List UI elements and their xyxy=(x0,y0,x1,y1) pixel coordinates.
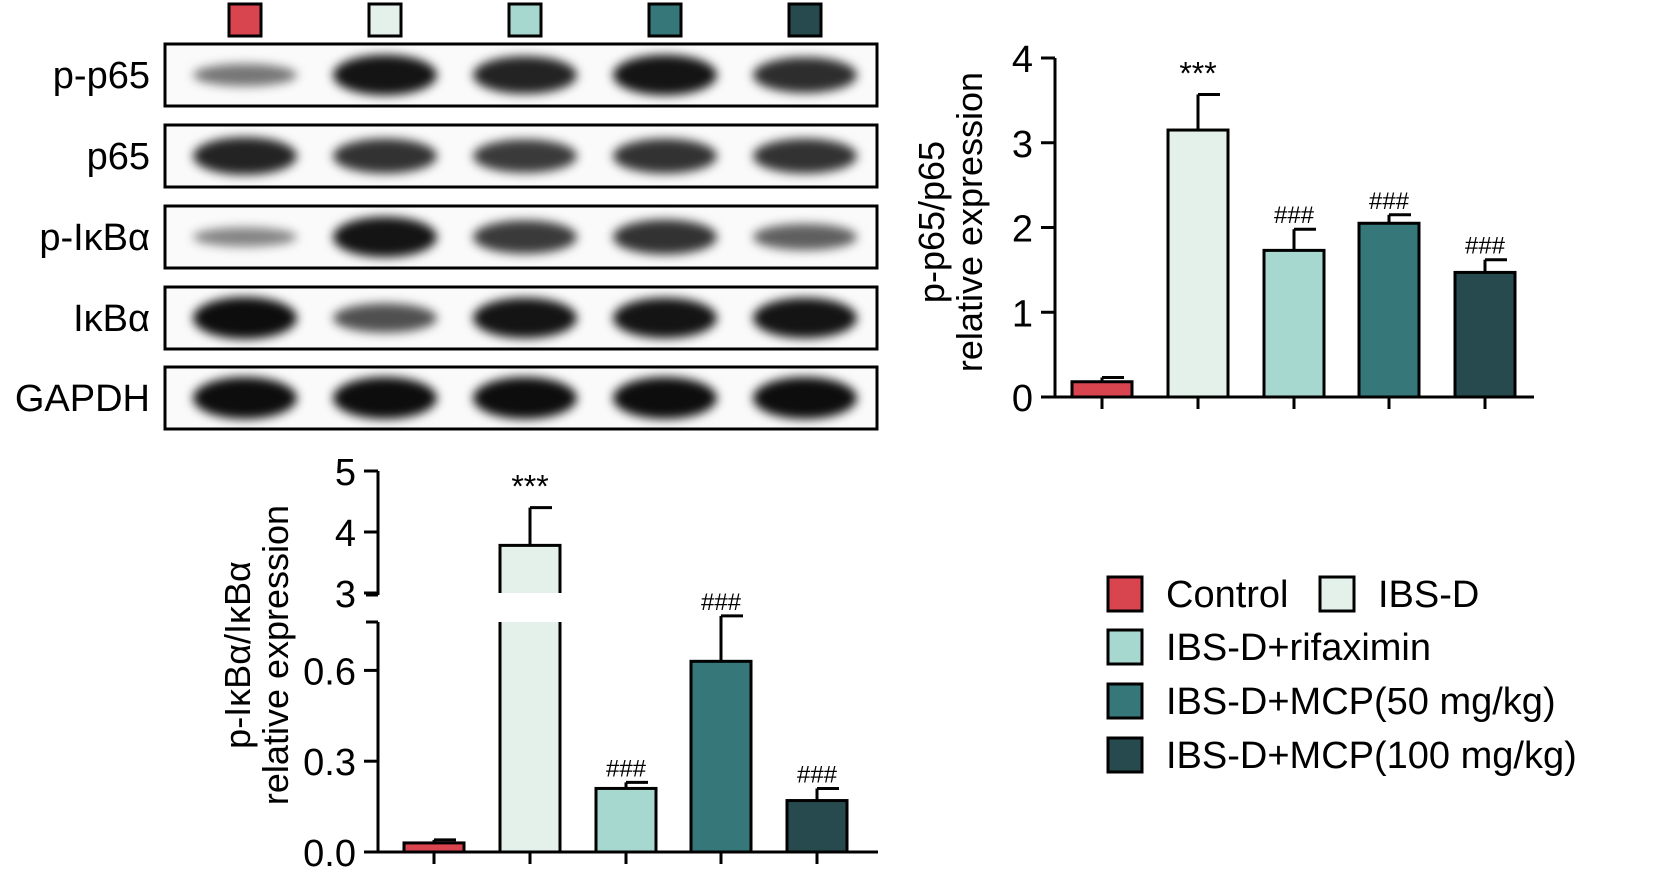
blot-band xyxy=(613,377,717,419)
blot-band xyxy=(473,297,577,339)
blot-band xyxy=(753,297,857,339)
y-tick-label: 3 xyxy=(1012,124,1033,166)
legend-swatch-3 xyxy=(1106,628,1144,666)
blot-band xyxy=(613,297,717,339)
legend-label: IBS-D xyxy=(1378,574,1479,616)
lane-swatch-3 xyxy=(507,2,543,38)
y-tick-label: 4 xyxy=(1012,39,1033,81)
bar-1 xyxy=(1070,380,1134,399)
lane-swatch-1 xyxy=(227,2,263,38)
blot-band xyxy=(473,139,577,173)
bar-2 xyxy=(1166,128,1230,399)
significance-mark: *** xyxy=(511,469,548,505)
significance-mark: ### xyxy=(1465,233,1506,260)
legend-label: IBS-D+MCP(50 mg/kg) xyxy=(1166,681,1556,723)
blot-band xyxy=(193,227,297,247)
bar-2-upper xyxy=(498,543,562,593)
y-tick-label: 2 xyxy=(1012,209,1033,251)
blot-band xyxy=(613,219,717,255)
legend-label: IBS-D+rifaximin xyxy=(1166,627,1431,669)
lane-swatch-2 xyxy=(367,2,403,38)
lane-color-markers xyxy=(227,2,823,38)
blot-band xyxy=(613,54,717,96)
bar-5 xyxy=(785,799,849,854)
blot-band xyxy=(193,377,297,419)
blot-row-label: p65 xyxy=(87,136,150,178)
y-tick-label: 1 xyxy=(1012,293,1033,335)
y-tick-label: 0.6 xyxy=(303,651,356,693)
y-tick-label: 5 xyxy=(335,452,356,494)
legend: Control IBS-D IBS-D+rifaximin IBS-D+MCP(50 … xyxy=(1106,574,1577,777)
bar-3 xyxy=(594,786,658,854)
bar-4 xyxy=(689,659,753,854)
legend-swatch-2 xyxy=(1318,575,1356,613)
y-axis-title: relative expression xyxy=(949,72,990,372)
legend-label: Control xyxy=(1166,574,1289,616)
significance-mark: ### xyxy=(701,589,742,616)
blot-row-label: p-IκBα xyxy=(39,217,150,259)
bar-1 xyxy=(402,841,466,854)
blot-band xyxy=(753,223,857,251)
blot-row-label: IκBα xyxy=(73,298,150,340)
lane-swatch-5 xyxy=(787,2,823,38)
blot-band xyxy=(333,216,437,258)
y-axis-title: relative expression xyxy=(255,505,296,805)
blot-band xyxy=(193,137,297,175)
significance-mark: ### xyxy=(606,755,647,782)
legend-swatch-1 xyxy=(1106,575,1144,613)
y-axis-title: p-p65/p65 xyxy=(911,141,952,303)
y-tick-label: 0 xyxy=(1012,378,1033,420)
y-tick-label: 3 xyxy=(335,574,356,616)
blot-band xyxy=(753,377,857,419)
axis-break-gap xyxy=(498,594,562,621)
y-axis-title: p-IκBα/IκBα xyxy=(217,561,258,749)
lane-swatch-4 xyxy=(647,2,683,38)
y-tick-label: 4 xyxy=(335,513,356,555)
y-tick-label: 0.3 xyxy=(303,742,356,784)
significance-mark: ### xyxy=(1274,202,1315,229)
blot-band xyxy=(473,220,577,254)
blot-band xyxy=(753,138,857,174)
blot-row-label: GAPDH xyxy=(15,378,150,420)
y-tick-label: 0.0 xyxy=(303,833,356,871)
blot-band xyxy=(333,54,437,96)
blot-band xyxy=(473,56,577,94)
blot-band xyxy=(193,297,297,339)
blot-row-label: p-p65 xyxy=(53,55,150,97)
blot-band xyxy=(473,377,577,419)
bar-2-lower xyxy=(498,622,562,854)
blot-band xyxy=(333,303,437,333)
blot-band xyxy=(333,377,437,419)
bar-5 xyxy=(1453,270,1517,399)
legend-label: IBS-D+MCP(100 mg/kg) xyxy=(1166,735,1577,777)
blot-band xyxy=(613,138,717,174)
western-blot-panel: p-p65 p65 p-IκBα IκBα GAPDH xyxy=(15,42,879,431)
bar-3 xyxy=(1262,248,1326,399)
blot-band xyxy=(753,57,857,93)
legend-swatch-4 xyxy=(1106,682,1144,720)
significance-mark: ### xyxy=(1369,188,1410,215)
significance-mark: ### xyxy=(797,761,838,788)
bar-4 xyxy=(1357,221,1421,399)
blot-band xyxy=(193,63,297,87)
blot-band xyxy=(333,138,437,174)
significance-mark: *** xyxy=(1179,55,1216,91)
legend-swatch-5 xyxy=(1106,736,1144,774)
